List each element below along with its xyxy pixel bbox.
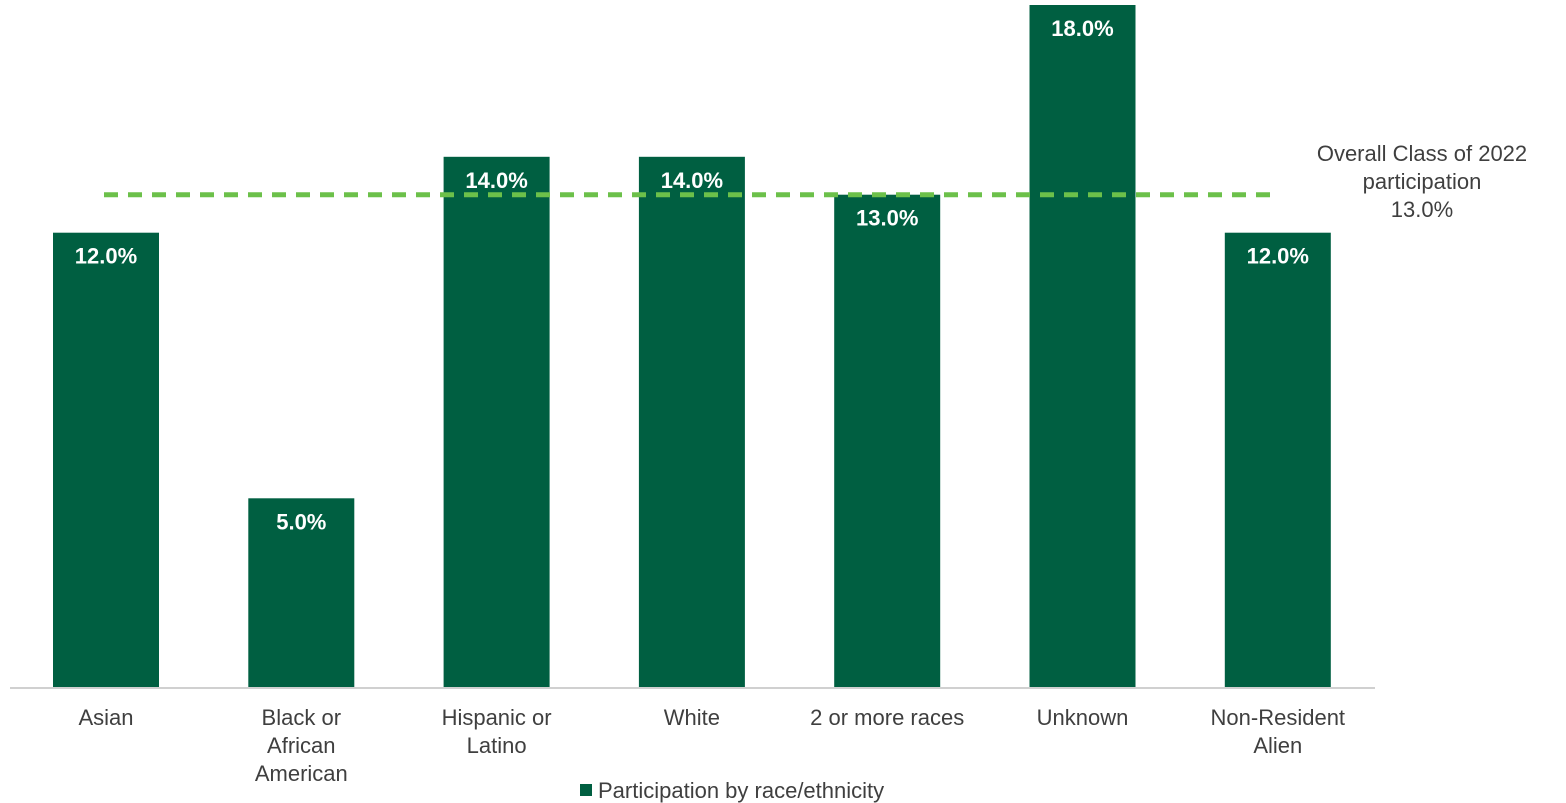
data-label-0: 12.0% <box>75 244 137 269</box>
data-labels-group: 12.0% 5.0% 14.0% 14.0% 13.0% 18.0% 12.0% <box>75 16 1309 534</box>
bar-6 <box>1224 232 1331 688</box>
category-label-line: 2 or more races <box>810 705 964 730</box>
category-label-line: Latino <box>467 733 527 758</box>
category-label-line: Asian <box>78 705 133 730</box>
category-label-6: Non-Resident Alien <box>1211 705 1346 758</box>
data-label-3: 14.0% <box>661 168 723 193</box>
category-label-4: 2 or more races <box>810 705 964 730</box>
reference-line-label-line: 13.0% <box>1391 197 1453 222</box>
reference-line-label-line: Overall Class of 2022 <box>1317 141 1527 166</box>
data-label-1: 5.0% <box>276 509 326 534</box>
category-label-2: Hispanic or Latino <box>442 705 552 758</box>
reference-line-label: Overall Class of 2022 participation 13.0% <box>1317 141 1527 222</box>
bar-4 <box>834 194 941 688</box>
category-label-line: Black or <box>262 705 341 730</box>
category-label-line: Non-Resident <box>1211 705 1346 730</box>
category-label-1: Black or African American <box>255 705 348 786</box>
bar-0 <box>53 232 159 688</box>
category-label-line: African <box>267 733 335 758</box>
data-label-6: 12.0% <box>1247 244 1309 269</box>
category-label-line: American <box>255 761 348 786</box>
reference-line-label-line: participation <box>1363 169 1482 194</box>
legend: Participation by race/ethnicity <box>580 778 884 803</box>
bar-3 <box>638 156 745 689</box>
bar-1 <box>248 498 355 688</box>
bar-2 <box>443 156 550 689</box>
category-label-line: Alien <box>1253 733 1302 758</box>
legend-swatch <box>580 784 592 796</box>
data-label-4: 13.0% <box>856 206 918 231</box>
bars-group <box>53 5 1331 689</box>
category-label-5: Unknown <box>1037 705 1129 730</box>
category-label-3: White <box>664 705 720 730</box>
category-label-0: Asian <box>78 705 133 730</box>
reference-line-group: Overall Class of 2022 participation 13.0% <box>104 141 1527 222</box>
bar-5 <box>1029 5 1136 688</box>
category-label-line: White <box>664 705 720 730</box>
legend-label: Participation by race/ethnicity <box>598 778 884 803</box>
category-label-line: Hispanic or <box>442 705 552 730</box>
data-label-2: 14.0% <box>465 168 527 193</box>
category-labels-group: Asian Black or African American Hispanic or L… <box>78 705 1345 786</box>
category-label-line: Unknown <box>1037 705 1129 730</box>
data-label-5: 18.0% <box>1051 16 1113 41</box>
